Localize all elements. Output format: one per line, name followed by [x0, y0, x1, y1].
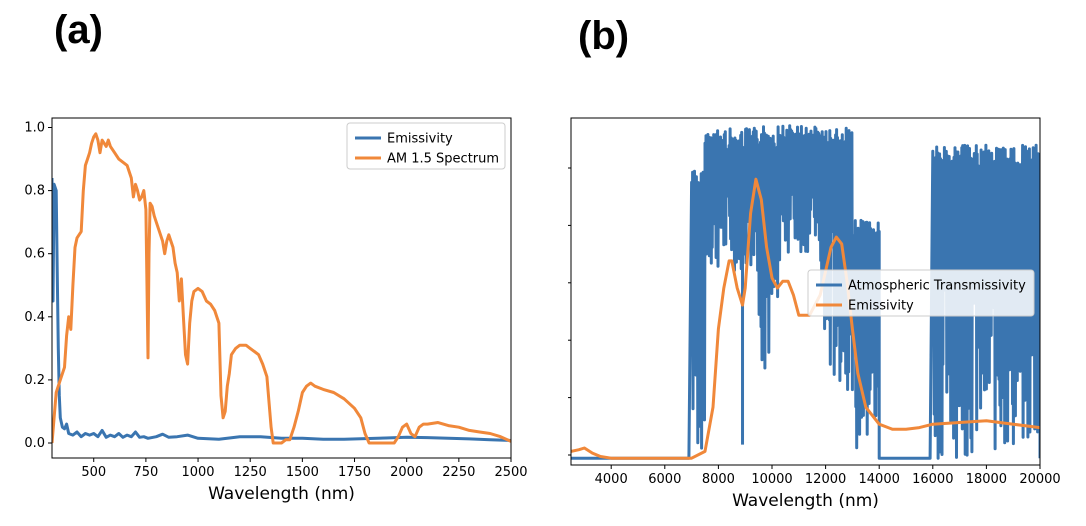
chart-b: 4000 6000 8000 10000 12000 14000 16000 18000 200… — [568, 117, 1061, 511]
axes-frame-b — [570, 117, 1041, 466]
plot-area-a — [52, 132, 511, 445]
x-tick-label-a-2: 1000 — [181, 465, 214, 480]
panel-label-b: (b) — [578, 14, 630, 58]
x-tick-label-b-0: 4000 — [595, 472, 628, 487]
legend-label-a-1: AM 1.5 Spectrum — [387, 152, 499, 167]
x-tick-label-b-6: 16000 — [912, 472, 953, 487]
x-tick-label-b-7: 18000 — [966, 472, 1007, 487]
x-tick-label-b-8: 20000 — [1019, 472, 1060, 487]
panel-label-a: (a) — [54, 8, 103, 52]
series-line-a-1 — [52, 132, 511, 445]
y-tick-label-a-2: 0.4 — [24, 310, 45, 325]
x-tick-label-a-1: 750 — [133, 465, 158, 480]
x-tick-label-b-2: 8000 — [702, 472, 735, 487]
legend-a: Emissivity AM 1.5 Spectrum — [346, 122, 506, 170]
legend-box-b — [807, 269, 1035, 317]
x-tick-label-a-8: 2500 — [494, 465, 527, 480]
legend-box-a — [346, 122, 506, 170]
x-tick-label-a-6: 2000 — [390, 465, 423, 480]
axes-frame-a — [51, 117, 512, 459]
legend-b: Atmospheric Transmissivity Emissivity — [807, 269, 1035, 317]
x-tick-label-a-4: 1500 — [286, 465, 319, 480]
legend-label-b-1: Emissivity — [848, 299, 914, 314]
y-tick-label-a-4: 0.8 — [24, 184, 45, 199]
chart-a: 500 750 1000 1250 1500 1750 2000 2250 2500 0.0 0.2… — [24, 117, 528, 504]
x-tick-label-b-5: 14000 — [859, 472, 900, 487]
y-tick-label-a-1: 0.2 — [24, 373, 45, 388]
x-tick-label-a-5: 1750 — [338, 465, 371, 480]
x-axis-label-a: Wavelength (nm) — [208, 484, 355, 504]
x-tick-label-b-1: 6000 — [648, 472, 681, 487]
x-tick-label-b-4: 12000 — [805, 472, 846, 487]
y-tick-label-a-5: 1.0 — [24, 121, 45, 136]
x-tick-label-b-3: 10000 — [751, 472, 792, 487]
legend-label-a-0: Emissivity — [387, 132, 453, 147]
legend-label-b-0: Atmospheric Transmissivity — [848, 279, 1026, 294]
x-tick-label-a-7: 2250 — [442, 465, 475, 480]
x-tick-label-a-0: 500 — [81, 465, 106, 480]
series-line-b-1 — [571, 177, 1040, 460]
series-line-a-0 — [52, 177, 511, 442]
y-tick-label-a-0: 0.0 — [24, 436, 45, 451]
y-tick-label-a-3: 0.6 — [24, 247, 45, 262]
x-axis-label-b: Wavelength (nm) — [732, 491, 879, 511]
x-tick-label-a-3: 1250 — [234, 465, 267, 480]
